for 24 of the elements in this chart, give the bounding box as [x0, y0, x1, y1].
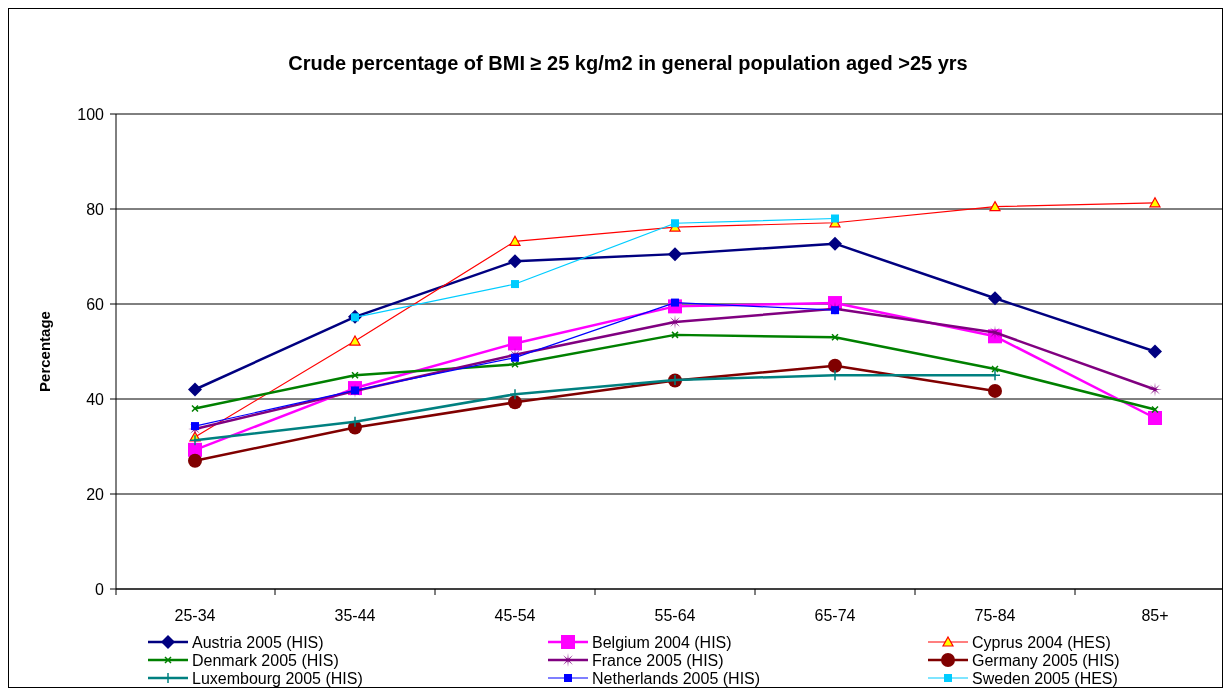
legend-label: Cyprus 2004 (HES)	[972, 634, 1111, 651]
legend-label: France 2005 (HIS)	[592, 652, 724, 669]
x-tick-label: 25-34	[174, 607, 216, 624]
y-tick-label: 80	[86, 201, 105, 218]
legend-label: Luxembourg 2005 (HIS)	[192, 670, 363, 687]
y-tick-label: 40	[86, 391, 105, 408]
legend-label: Netherlands 2005 (HIS)	[592, 670, 761, 687]
x-tick-label: 55-64	[654, 607, 696, 624]
x-tick-label: 85+	[1141, 607, 1169, 624]
legend-label: Germany 2005 (HIS)	[972, 652, 1120, 669]
y-tick-label: 60	[86, 296, 105, 313]
x-tick-label: 35-44	[334, 607, 376, 624]
x-tick-label: 65-74	[814, 607, 856, 624]
legend-label: Austria 2005 (HIS)	[192, 634, 324, 651]
y-tick-label: 20	[86, 486, 105, 503]
y-tick-label: 100	[77, 106, 105, 123]
legend-label: Belgium 2004 (HIS)	[592, 634, 732, 651]
y-axis-title: Percentage	[36, 311, 53, 392]
legend-label: Denmark 2005 (HIS)	[192, 652, 339, 669]
x-tick-label: 75-84	[974, 607, 1016, 624]
x-tick-label: 45-54	[494, 607, 536, 624]
y-tick-label: 0	[95, 581, 105, 598]
chart-title: Crude percentage of BMI ≥ 25 kg/m2 in general population aged >25 yrs	[288, 52, 968, 74]
legend-label: Sweden 2005 (HES)	[972, 670, 1118, 687]
